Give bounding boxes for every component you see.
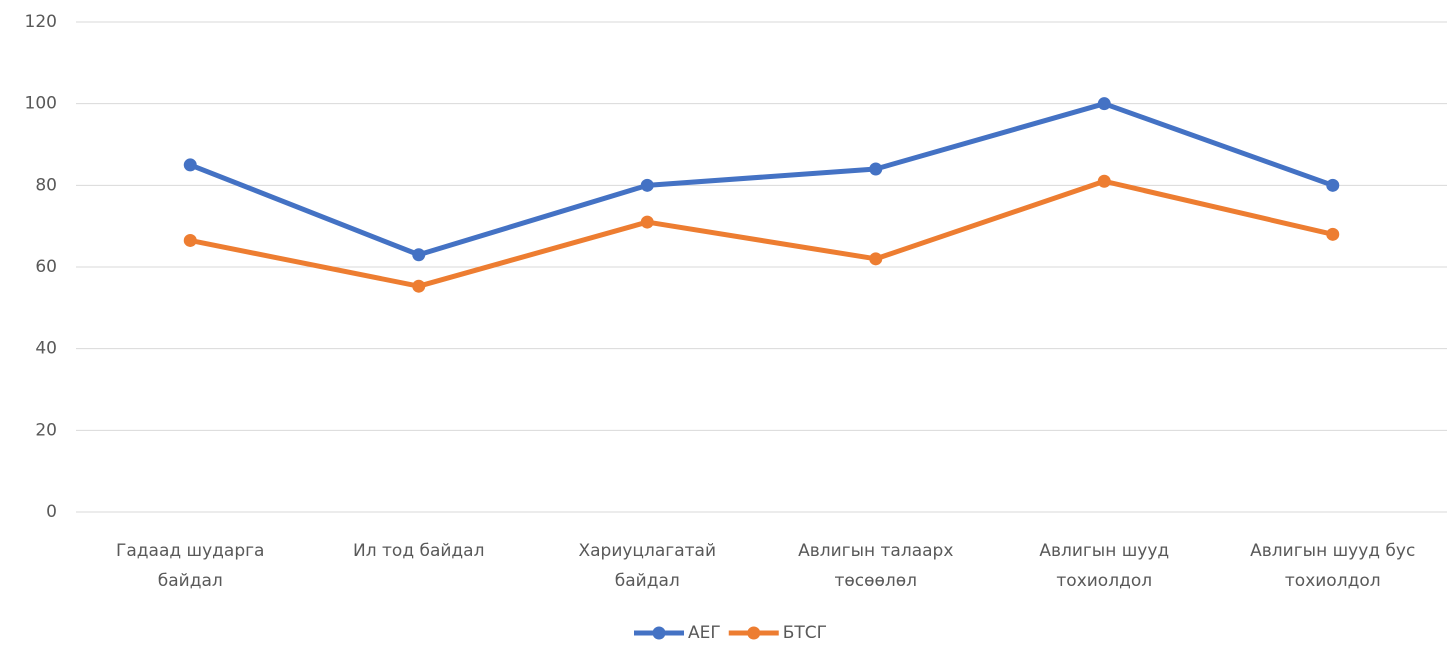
y-tick-label: 0 <box>46 502 57 522</box>
x-tick-label: Гадаад шударга байдал <box>116 541 264 591</box>
y-tick-label: 40 <box>35 339 57 359</box>
x-tick-label: Авлигын шууд бус тохиолдол <box>1250 541 1415 591</box>
data-point <box>1326 178 1340 192</box>
data-point <box>640 178 654 192</box>
series-line <box>187 101 1336 258</box>
data-point <box>1097 97 1111 111</box>
data-point <box>183 233 197 247</box>
legend-marker <box>747 626 761 640</box>
y-tick-label: 80 <box>35 175 57 195</box>
x-tick-label: Авлигын шууд тохиолдол <box>1039 541 1169 591</box>
y-tick-label: 100 <box>25 94 57 114</box>
x-tick-label: Хариуцлагатай байдал <box>578 541 716 591</box>
data-point <box>869 162 883 176</box>
data-point <box>1097 174 1111 188</box>
legend-marker <box>652 626 666 640</box>
x-tick-label: Ил тод байдал <box>353 541 484 561</box>
legend-label: АЕГ <box>688 623 721 643</box>
x-tick-label: Авлигын талаарх төсөөлөл <box>798 541 953 591</box>
y-tick-label: 20 <box>35 420 57 440</box>
legend-item: АЕГ <box>634 623 721 643</box>
legend-item: БТСГ <box>728 623 827 643</box>
y-tick-label: 120 <box>25 12 57 32</box>
data-point <box>1326 227 1340 241</box>
data-point <box>183 158 197 172</box>
data-point <box>640 215 654 229</box>
y-tick-label: 60 <box>35 257 57 277</box>
data-point <box>869 252 883 266</box>
data-point <box>412 279 426 293</box>
data-point <box>412 248 426 262</box>
legend-label: БТСГ <box>783 623 827 643</box>
series-line <box>187 178 1336 289</box>
